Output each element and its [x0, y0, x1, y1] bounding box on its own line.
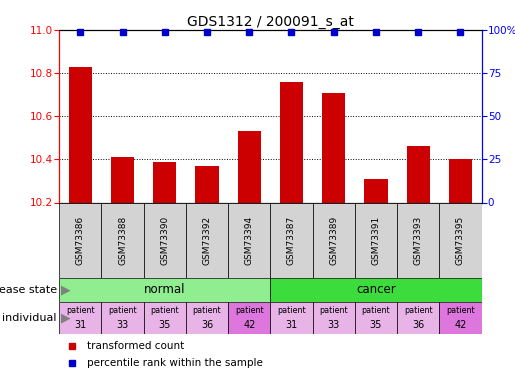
Bar — [111, 157, 134, 203]
Text: percentile rank within the sample: percentile rank within the sample — [87, 358, 263, 368]
Text: GSM73394: GSM73394 — [245, 215, 254, 265]
Bar — [237, 131, 261, 203]
Text: GSM73395: GSM73395 — [456, 215, 465, 265]
Bar — [195, 166, 219, 202]
Text: patient: patient — [404, 306, 433, 315]
Bar — [406, 146, 430, 202]
Bar — [144, 202, 186, 278]
Bar — [364, 179, 388, 203]
Bar — [153, 162, 177, 202]
Bar — [270, 278, 482, 302]
Text: GSM73388: GSM73388 — [118, 215, 127, 265]
Bar — [270, 202, 313, 278]
Bar — [355, 302, 397, 334]
Bar — [186, 202, 228, 278]
Bar — [101, 202, 144, 278]
Text: patient: patient — [362, 306, 390, 315]
Bar — [397, 202, 439, 278]
Bar — [59, 202, 101, 278]
Bar — [228, 202, 270, 278]
Bar — [186, 302, 228, 334]
Text: patient: patient — [277, 306, 306, 315]
Text: normal: normal — [144, 283, 185, 296]
Text: patient: patient — [193, 306, 221, 315]
Text: GSM73387: GSM73387 — [287, 215, 296, 265]
Bar — [397, 302, 439, 334]
Text: GSM73386: GSM73386 — [76, 215, 85, 265]
Text: patient: patient — [108, 306, 137, 315]
Bar — [59, 278, 270, 302]
Bar — [449, 159, 472, 202]
Bar — [439, 302, 482, 334]
Text: disease state: disease state — [0, 285, 57, 295]
Bar — [228, 302, 270, 334]
Text: GSM73390: GSM73390 — [160, 215, 169, 265]
Text: 42: 42 — [243, 320, 255, 330]
Text: 33: 33 — [328, 320, 340, 330]
Text: GSM73391: GSM73391 — [371, 215, 381, 265]
Text: 31: 31 — [74, 320, 87, 330]
Text: ▶: ▶ — [57, 283, 70, 296]
Bar — [144, 302, 186, 334]
Bar — [355, 202, 397, 278]
Text: cancer: cancer — [356, 283, 396, 296]
Bar — [59, 302, 101, 334]
Text: patient: patient — [235, 306, 264, 315]
Bar — [68, 67, 92, 203]
Bar — [101, 302, 144, 334]
Text: GSM73389: GSM73389 — [329, 215, 338, 265]
Text: ▶: ▶ — [57, 311, 70, 324]
Title: GDS1312 / 200091_s_at: GDS1312 / 200091_s_at — [187, 15, 354, 29]
Text: 36: 36 — [201, 320, 213, 330]
Text: 42: 42 — [454, 320, 467, 330]
Text: 36: 36 — [412, 320, 424, 330]
Text: GSM73393: GSM73393 — [414, 215, 423, 265]
Text: patient: patient — [66, 306, 95, 315]
Text: 35: 35 — [159, 320, 171, 330]
Text: patient: patient — [446, 306, 475, 315]
Text: 31: 31 — [285, 320, 298, 330]
Bar — [280, 82, 303, 203]
Text: GSM73392: GSM73392 — [202, 215, 212, 265]
Bar — [313, 302, 355, 334]
Text: 33: 33 — [116, 320, 129, 330]
Text: transformed count: transformed count — [87, 341, 184, 351]
Bar — [270, 302, 313, 334]
Bar — [322, 93, 346, 202]
Text: 35: 35 — [370, 320, 382, 330]
Text: individual: individual — [2, 313, 57, 323]
Bar — [313, 202, 355, 278]
Bar — [439, 202, 482, 278]
Text: patient: patient — [319, 306, 348, 315]
Text: patient: patient — [150, 306, 179, 315]
